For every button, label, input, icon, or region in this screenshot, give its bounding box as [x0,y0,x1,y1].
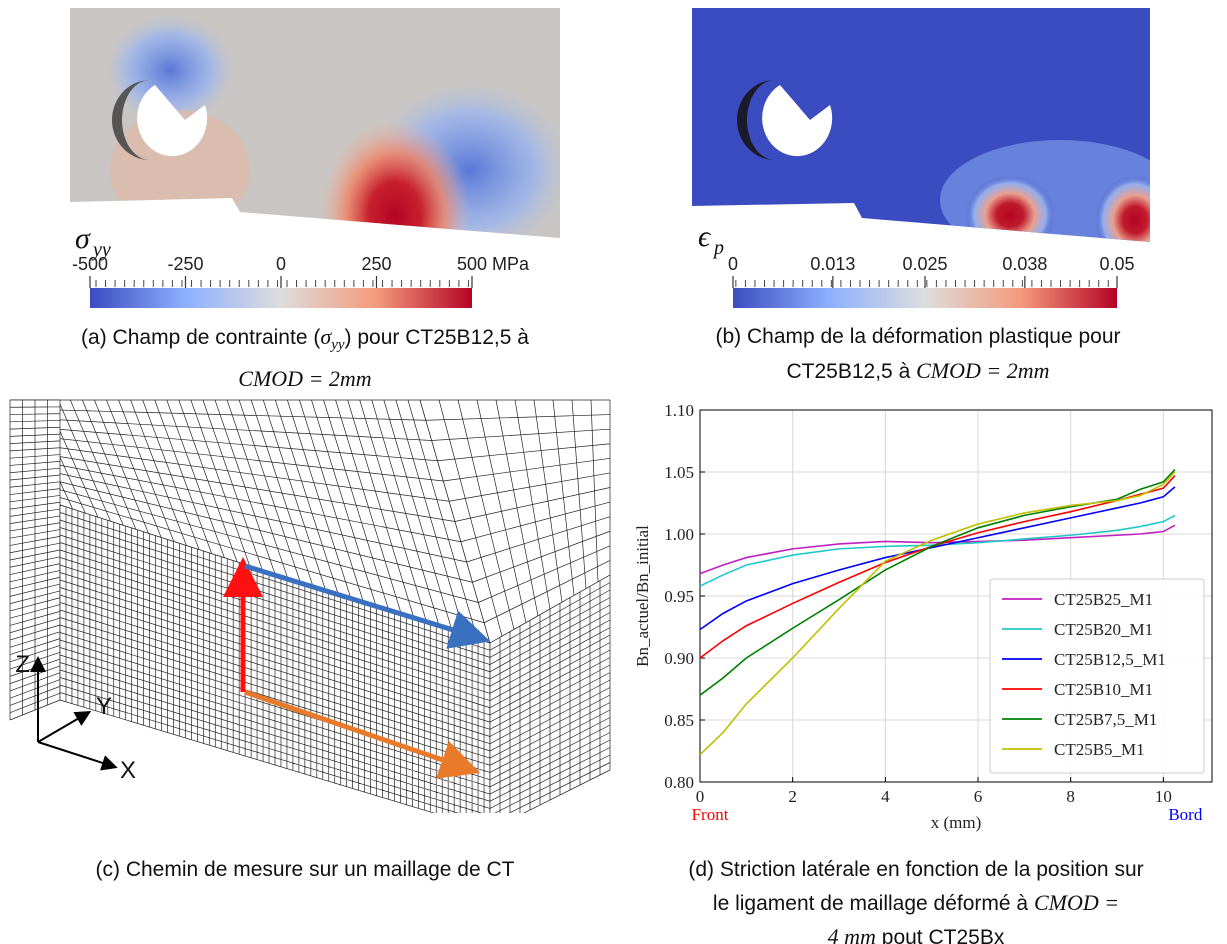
y-tick-label: 0.80 [664,773,694,792]
caption: (b) Champ de la déformation plastique po… [715,325,1121,383]
x-tick-label: 6 [974,787,983,806]
field-symbol-sub: yy [91,239,111,261]
x-tick-label: 2 [788,787,797,806]
field-blob [100,10,240,130]
path-arrow [244,689,481,779]
field-blob [320,120,470,238]
legend-label: CT25B5_M1 [1054,740,1145,759]
caption: (c) Chemin de mesure sur un maillage de … [95,858,515,881]
legend-box [989,578,1205,774]
hole-wall [737,80,775,160]
colorbar-tick-label: -500 [72,254,108,274]
x-tick-label: 8 [1066,787,1075,806]
hole-wall [112,80,150,160]
series-line [699,524,1176,575]
axis-arrow [37,710,92,743]
series-line [699,468,1176,696]
legend-label: CT25B20_M1 [1054,620,1153,639]
axis-arrow [37,741,118,771]
x-tick-label: 10 [1155,787,1172,806]
colorbar-tick-label: 0 [276,254,286,274]
field-blob [965,175,1055,242]
colorbar-tick-label: 250 [361,254,391,274]
y-tick-label: 1.05 [664,463,694,482]
caption: (a) Champ de contrainte (σyy) pour CT25B… [81,324,529,392]
colorbar-tick-label: 0.05 [1099,254,1134,274]
colorbar-tick-label: -250 [167,254,203,274]
axis-label: Z [15,651,30,678]
series-line [699,471,1176,756]
mesh [9,399,611,813]
y-tick-label: 0.95 [664,587,694,606]
x-tick-label: 0 [696,787,705,806]
hole [762,85,833,157]
path-arrow [244,563,491,649]
axis-label: X [120,757,136,784]
y-tick-label: 1.00 [664,525,694,544]
colorbar-tick-label: 0.038 [1002,254,1047,274]
annotation: Front [692,805,729,824]
series-line [699,514,1176,587]
field-symbol: ϵ [698,220,712,253]
colorbar-tick-label: 0.025 [902,254,947,274]
mesh-lines [489,574,611,813]
measure-paths [223,557,491,779]
stress-field: σ yy -500 -250 0 250 500 MPa [70,8,560,308]
colorbar-tick-label: 500 [457,254,487,274]
colorbar: 0 0.013 0.025 0.038 0.05 [728,254,1135,308]
field-symbol-sub: p [712,237,724,259]
axis-label: Y [96,693,112,720]
x-tick-label: 4 [881,787,890,806]
colorbar-gradient [90,288,472,308]
legend-label: CT25B7,5_M1 [1054,710,1157,729]
hole [137,85,208,157]
caption: (d) Striction latérale en fonction de la… [688,858,1144,944]
series-line [699,475,1176,659]
field-symbol: σ [75,222,91,255]
field-blob [1095,175,1150,242]
mesh-face [10,400,490,643]
mesh-face [420,400,610,643]
plot-frame [699,409,1213,783]
colorbar-gradient [733,288,1117,308]
y-tick-label: 0.85 [664,711,694,730]
strain-field: ϵ p 0 0.013 0.025 0.038 0.05 [692,8,1150,308]
colorbar: -500 -250 0 250 500 MPa [72,254,530,308]
y-tick-label: 0.90 [664,649,694,668]
colorbar-unit: MPa [492,254,530,274]
mesh-lines [9,399,61,721]
colorbar-tick-label: 0.013 [810,254,855,274]
annotation: Bord [1168,805,1203,824]
axes-triad: Z Y X [15,651,136,784]
legend-label: CT25B25_M1 [1054,590,1153,609]
series-line [699,486,1176,631]
y-tick-label: 1.10 [664,401,694,420]
mesh-lines [419,399,611,644]
mesh-lines [59,504,491,813]
legend-label: CT25B12,5_M1 [1054,650,1166,669]
line-chart: 0.80 0.85 0.90 0.95 1.00 1.05 1.10 0 2 4 6 8 10 x (mm… [633,401,1213,832]
legend-label: CT25B10_M1 [1054,680,1153,699]
colorbar-tick-label: 0 [728,254,738,274]
y-axis-label: Bn_actuel/Bn_initial [633,525,652,667]
x-axis-label: x (mm) [931,813,982,832]
